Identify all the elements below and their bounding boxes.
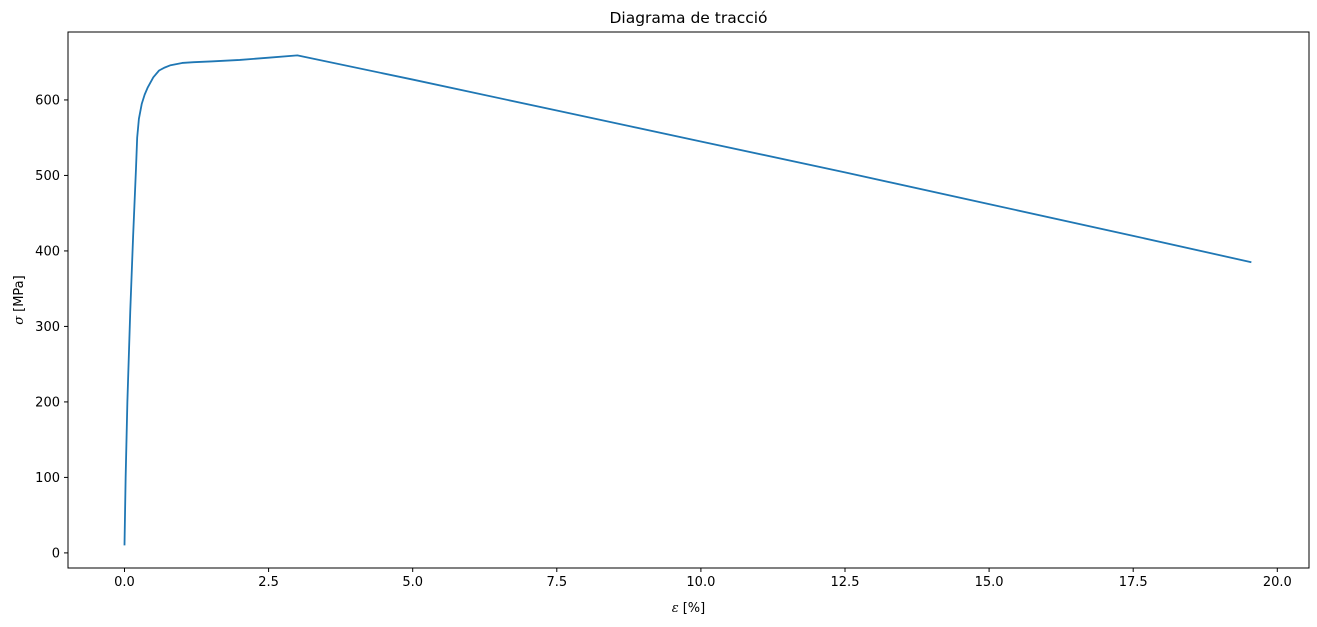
y-tick-label: 500 — [35, 169, 60, 184]
x-tick-label: 2.5 — [258, 575, 279, 590]
x-tick-label: 17.5 — [1119, 575, 1148, 590]
x-tick-label: 20.0 — [1263, 575, 1292, 590]
chart-title: Diagrama de tracció — [609, 9, 767, 27]
y-axis-ticks: 0 100 200 300 400 500 600 — [35, 93, 68, 561]
x-axis-ticks: 0.0 2.5 5.0 7.5 10.0 12.5 15.0 17.5 20.0 — [114, 568, 1292, 590]
y-tick-label: 100 — [35, 471, 60, 486]
y-axis-symbol: σ — [12, 315, 27, 325]
x-tick-label: 0.0 — [114, 575, 135, 590]
x-tick-label: 10.0 — [686, 575, 715, 590]
x-tick-label: 12.5 — [831, 575, 860, 590]
y-tick-label: 600 — [35, 93, 60, 108]
y-tick-label: 0 — [52, 546, 60, 561]
y-tick-label: 400 — [35, 244, 60, 259]
x-tick-label: 7.5 — [546, 575, 567, 590]
x-tick-label: 5.0 — [402, 575, 423, 590]
stress-strain-curve-group — [123, 54, 1252, 546]
x-axis-symbol: ε — [672, 601, 679, 616]
y-tick-label: 300 — [35, 320, 60, 335]
plot-frame — [67, 31, 1310, 569]
y-axis-unit: [MPa] — [12, 275, 27, 312]
stress-strain-line — [123, 54, 1252, 546]
x-axis-unit: [%] — [683, 601, 706, 616]
y-tick-label: 200 — [35, 395, 60, 410]
y-axis-label: σ [MPa] — [12, 275, 27, 324]
plot-area — [68, 32, 1309, 568]
x-axis-label: ε [%] — [672, 601, 705, 616]
x-tick-label: 15.0 — [975, 575, 1004, 590]
